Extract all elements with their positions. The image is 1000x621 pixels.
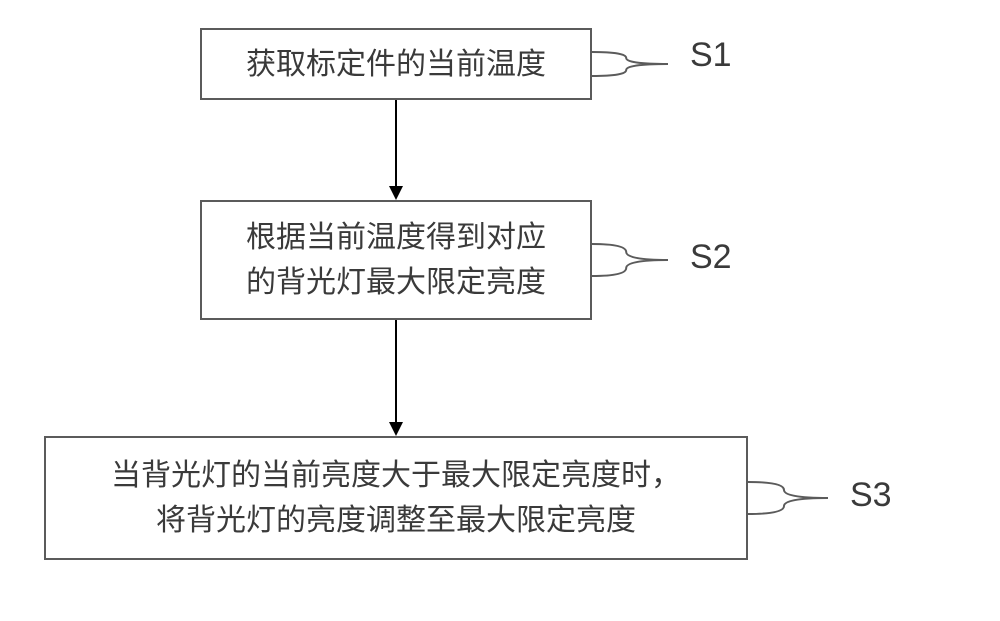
step-s2-line1: 根据当前温度得到对应 [246,221,546,254]
step-s3-text: 当背光灯的当前亮度大于最大限定亮度时， 将背光灯的亮度调整至最大限定亮度 [111,453,681,543]
brace-s3 [748,478,828,518]
label-s3: S3 [850,476,892,515]
step-s2-text: 根据当前温度得到对应 的背光灯最大限定亮度 [246,215,546,305]
arrow-s1-s2-head [389,186,403,200]
arrow-s2-s3-head [389,422,403,436]
step-s3-line1: 当背光灯的当前亮度大于最大限定亮度时， [111,459,681,492]
step-s1-text: 获取标定件的当前温度 [246,42,546,87]
label-s1: S1 [690,36,732,75]
arrow-s2-s3-line [395,320,397,424]
arrow-s1-s2-line [395,100,397,188]
step-s1-box: 获取标定件的当前温度 [200,28,592,100]
brace-s2 [592,240,668,280]
step-s2-box: 根据当前温度得到对应 的背光灯最大限定亮度 [200,200,592,320]
label-s2: S2 [690,238,732,277]
brace-s1 [592,48,668,80]
flowchart-canvas: 获取标定件的当前温度 根据当前温度得到对应 的背光灯最大限定亮度 当背光灯的当前… [0,0,1000,621]
step-s2-line2: 的背光灯最大限定亮度 [246,266,546,299]
step-s3-line2: 将背光灯的亮度调整至最大限定亮度 [156,504,636,537]
step-s3-box: 当背光灯的当前亮度大于最大限定亮度时， 将背光灯的亮度调整至最大限定亮度 [44,436,748,560]
